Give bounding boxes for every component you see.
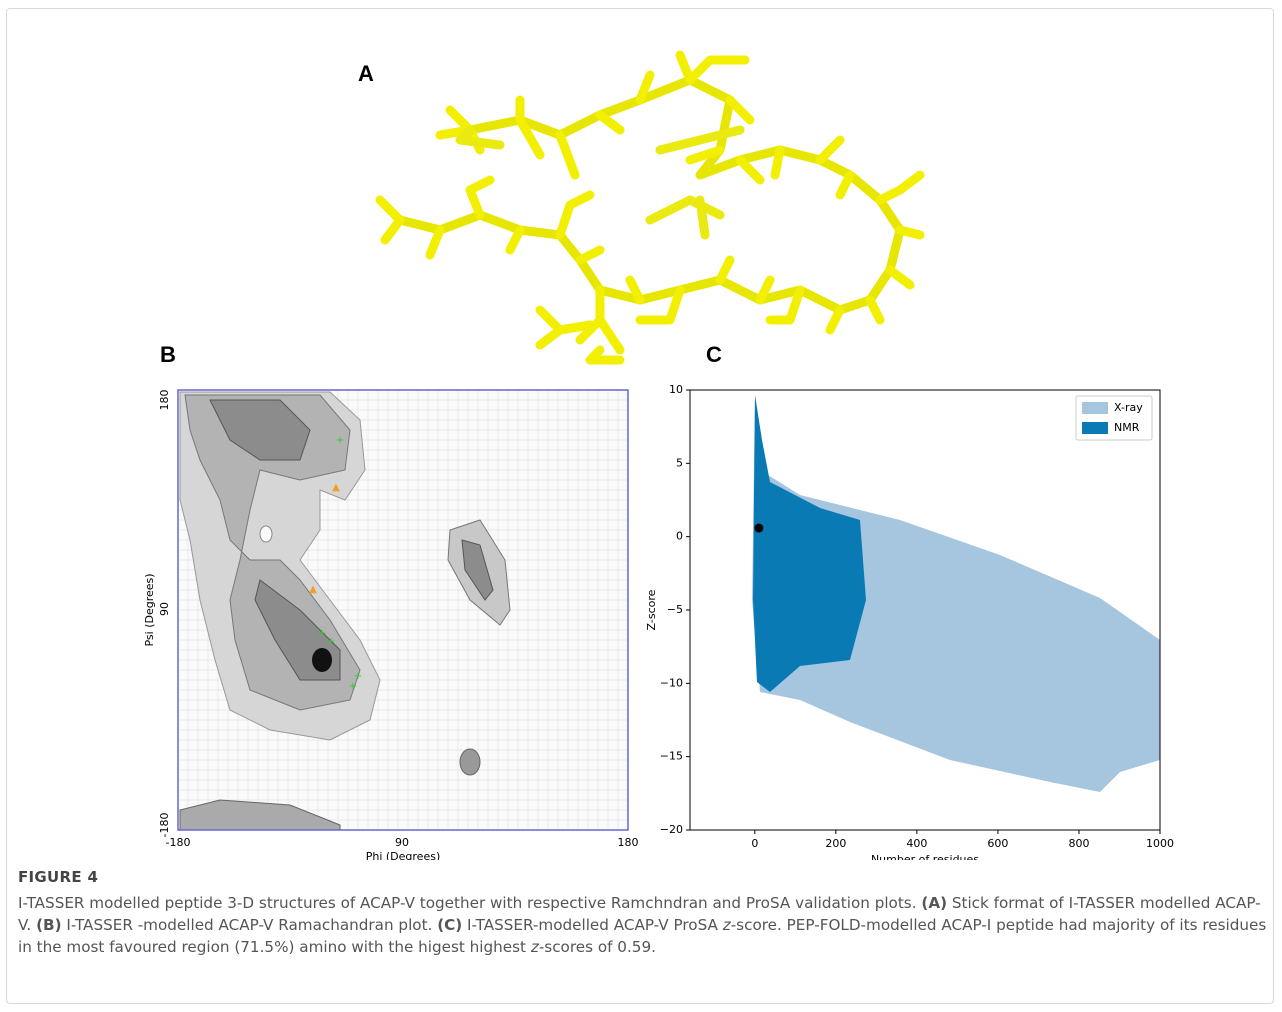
x-axis-label: Number of residues bbox=[871, 853, 979, 860]
x-tick-label: 800 bbox=[1068, 837, 1089, 850]
allowed-region bbox=[459, 748, 481, 776]
x-tick-label: 180 bbox=[618, 836, 639, 849]
residue-marker: + bbox=[318, 628, 326, 639]
caption-part: Stick format of I-TASSER modelled ACAP-V… bbox=[18, 894, 1261, 934]
query-point bbox=[754, 523, 764, 533]
legend: X-ray NMR bbox=[1075, 395, 1153, 441]
y-tick-label: 10 bbox=[669, 383, 683, 396]
y-tick-label: −10 bbox=[660, 676, 683, 689]
x-tick-label: 600 bbox=[987, 837, 1008, 850]
x-tick-label: 1000 bbox=[1146, 837, 1174, 850]
x-tick-label: 400 bbox=[906, 837, 927, 850]
caption-part: z bbox=[722, 916, 731, 934]
legend-label: X-ray bbox=[1114, 401, 1143, 414]
x-axis-label: Phi (Degrees) bbox=[366, 850, 441, 860]
xray-cloud bbox=[752, 395, 1160, 792]
y-tick-label: -180 bbox=[158, 813, 171, 838]
residue-marker: + bbox=[327, 636, 335, 647]
plot-border bbox=[177, 389, 629, 831]
y-tick-label: 5 bbox=[676, 456, 683, 469]
residue-marker: ▲ bbox=[332, 482, 340, 493]
caption-part: (B) bbox=[36, 916, 62, 934]
residue-marker: + bbox=[354, 671, 362, 682]
y-axis-label: Z-score bbox=[645, 589, 658, 630]
caption-part: -score. PEP-FOLD-modelled ACAP-I peptide… bbox=[18, 916, 1267, 956]
stick-model bbox=[375, 50, 925, 365]
panel-label: A bbox=[358, 61, 374, 86]
legend-swatch bbox=[1082, 402, 1108, 414]
ramachandran-plot: + + + + + ▲ ▲ -180 90 180 Phi (Degrees) … bbox=[143, 389, 639, 860]
caption-part: -scores of 0.59. bbox=[538, 938, 656, 956]
y-tick-label: −20 bbox=[660, 823, 683, 836]
caption-text: I-TASSER modelled peptide 3-D structures… bbox=[18, 892, 1268, 958]
legend-label: NMR bbox=[1114, 421, 1140, 434]
nmr-cloud bbox=[753, 395, 866, 692]
x-tick-label: -180 bbox=[166, 836, 191, 849]
y-axis-label: Psi (Degrees) bbox=[143, 573, 156, 646]
residue-points: + + + + + ▲ ▲ bbox=[309, 435, 362, 692]
legend-swatch bbox=[1082, 422, 1108, 434]
y-tick-label: 180 bbox=[158, 390, 171, 411]
y-tick-label: 90 bbox=[158, 602, 171, 616]
figure: A B + + + + + ▲ ▲ -180 90 180 Phi (Degre… bbox=[143, 50, 1174, 860]
panel-label: B bbox=[160, 342, 176, 367]
caption-part: (C) bbox=[437, 916, 463, 934]
residue-marker: + bbox=[349, 681, 357, 692]
figure-frame bbox=[6, 8, 1274, 1004]
caption-part: I-TASSER -modelled ACAP-V Ramachandran p… bbox=[61, 916, 438, 934]
caption-part: (A) bbox=[921, 894, 948, 912]
caption: FIGURE 4 I-TASSER modelled peptide 3-D s… bbox=[18, 868, 1268, 958]
caption-part: z bbox=[530, 938, 539, 956]
caption-title: FIGURE 4 bbox=[18, 868, 99, 886]
x-tick-label: 200 bbox=[825, 837, 846, 850]
panel-label: C bbox=[706, 342, 722, 367]
residue-marker: ▲ bbox=[309, 584, 317, 595]
caption-part: I-TASSER modelled peptide 3-D structures… bbox=[18, 894, 922, 912]
core-region bbox=[461, 539, 494, 601]
x-tick-label: 0 bbox=[751, 837, 758, 850]
caption-part: I-TASSER-modelled ACAP-V ProSA bbox=[462, 916, 723, 934]
y-tick-label: 0 bbox=[676, 530, 683, 543]
residue-marker: + bbox=[336, 435, 344, 446]
y-tick-label: −15 bbox=[660, 750, 683, 763]
x-tick-label: 90 bbox=[395, 836, 409, 849]
hole bbox=[259, 525, 273, 543]
core-peak bbox=[312, 648, 332, 672]
y-tick-label: −5 bbox=[667, 603, 683, 616]
prosa-cloud bbox=[752, 395, 1160, 792]
